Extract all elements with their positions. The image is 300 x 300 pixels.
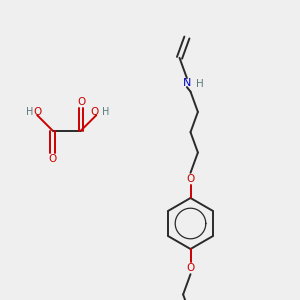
Text: H: H (102, 107, 109, 117)
Text: O: O (48, 154, 57, 164)
Text: O: O (186, 263, 195, 273)
Text: O: O (34, 107, 42, 117)
Text: O: O (91, 107, 99, 117)
Text: H: H (196, 79, 203, 89)
Text: O: O (186, 174, 195, 184)
Text: N: N (183, 78, 191, 88)
Text: O: O (77, 97, 85, 107)
Text: H: H (26, 107, 33, 117)
